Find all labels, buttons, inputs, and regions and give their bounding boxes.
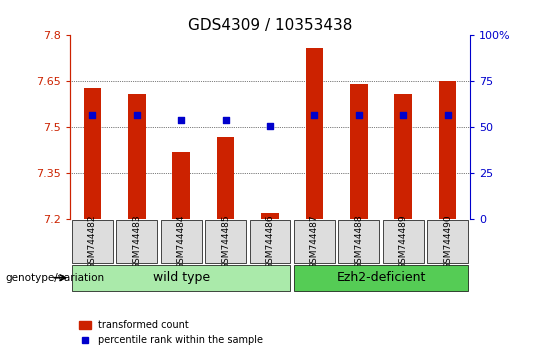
Point (221, 117, 230, 123)
Bar (128, 94, 146, 219)
Bar (117, 220, 157, 263)
Title: GDS4309 / 10353438: GDS4309 / 10353438 (188, 18, 352, 33)
Bar (217, 137, 234, 219)
Text: GSM744488: GSM744488 (354, 214, 363, 269)
Point (266, 123, 274, 129)
Point (399, 112, 408, 118)
Text: genotype/variation: genotype/variation (5, 273, 105, 283)
Text: GSM744489: GSM744489 (399, 214, 408, 269)
Text: GSM744483: GSM744483 (132, 214, 141, 269)
Bar (339, 220, 379, 263)
Bar (294, 220, 335, 263)
Text: GSM744486: GSM744486 (266, 214, 274, 269)
Point (132, 112, 141, 118)
Text: GSM744482: GSM744482 (88, 215, 97, 269)
Bar (161, 220, 201, 263)
Point (443, 112, 452, 118)
Bar (84, 87, 102, 219)
Text: GSM744487: GSM744487 (310, 214, 319, 269)
Bar (427, 220, 468, 263)
Text: GSM744484: GSM744484 (177, 215, 186, 269)
Text: GSM744490: GSM744490 (443, 214, 452, 269)
Bar (72, 220, 113, 263)
Bar (383, 220, 423, 263)
Point (310, 112, 319, 118)
Text: Ezh2-deficient: Ezh2-deficient (336, 272, 426, 284)
Bar (294, 265, 468, 291)
Bar (172, 152, 190, 219)
Bar (306, 48, 323, 219)
Bar (394, 94, 412, 219)
Bar (249, 220, 291, 263)
Bar (438, 81, 456, 219)
Point (88, 112, 97, 118)
Bar (261, 213, 279, 219)
Text: wild type: wild type (153, 272, 210, 284)
Bar (205, 220, 246, 263)
Bar (350, 85, 368, 219)
Legend: transformed count, percentile rank within the sample: transformed count, percentile rank withi… (75, 316, 267, 349)
Bar (72, 265, 291, 291)
Point (354, 112, 363, 118)
Text: GSM744485: GSM744485 (221, 214, 230, 269)
Point (177, 117, 186, 123)
